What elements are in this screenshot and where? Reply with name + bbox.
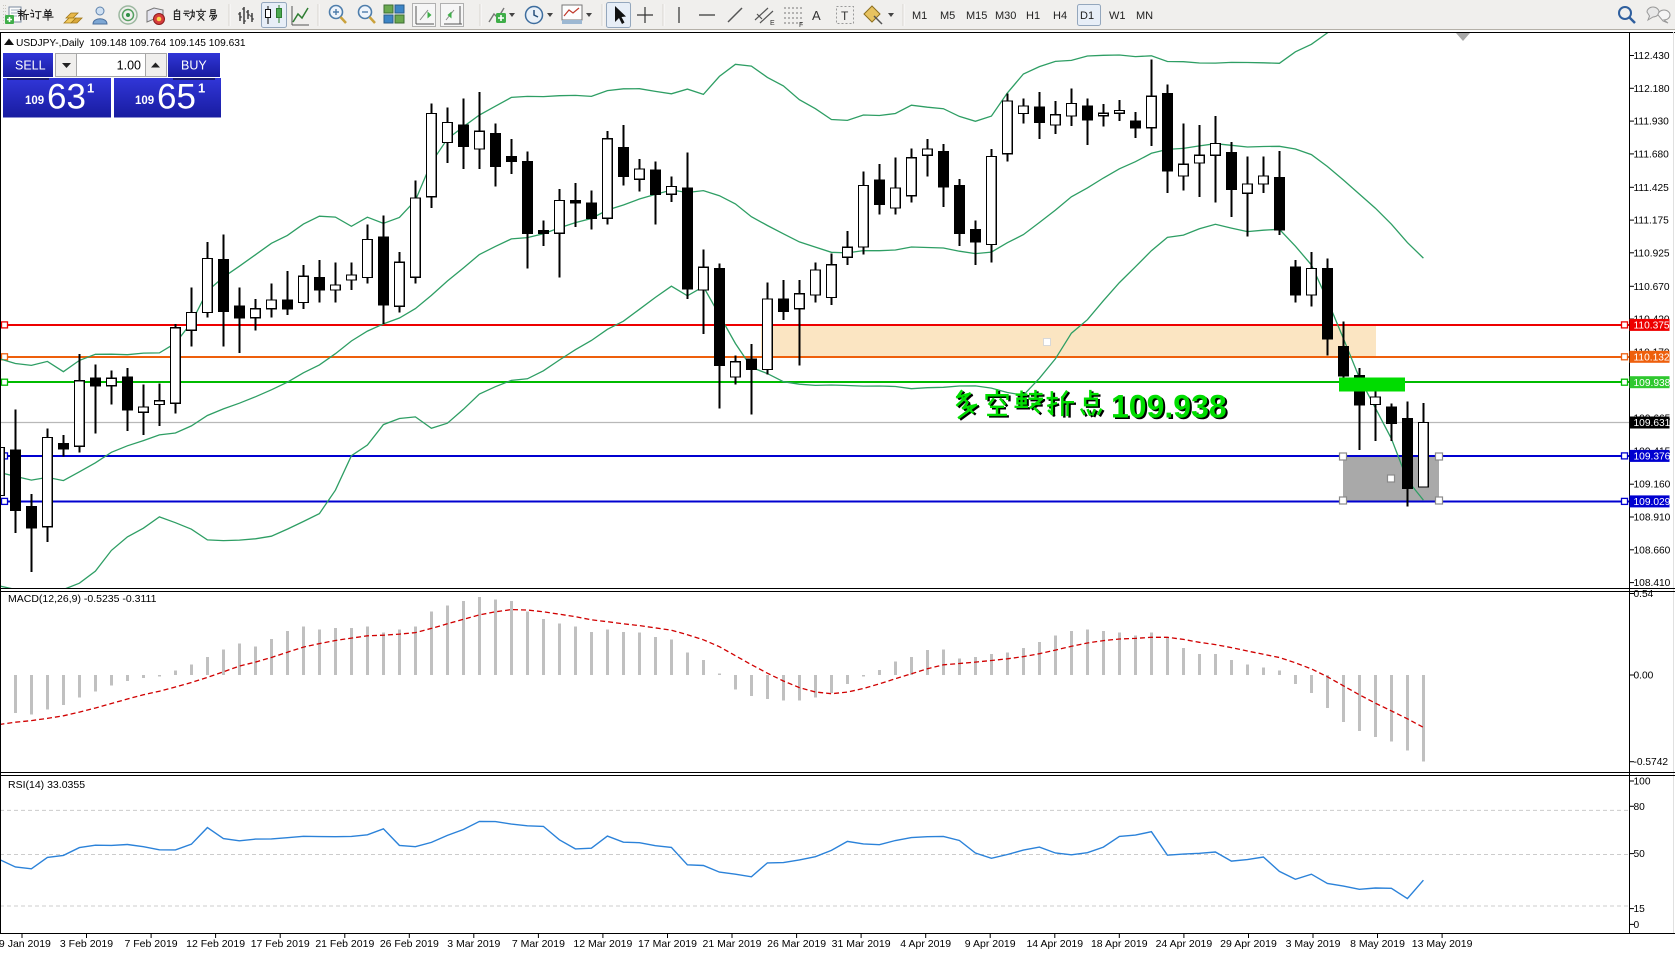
svg-text:24 Apr 2019: 24 Apr 2019 — [1156, 938, 1213, 950]
svg-text:50: 50 — [1634, 849, 1646, 860]
svg-text:109: 109 — [135, 95, 154, 107]
svg-text:W1: W1 — [1109, 10, 1126, 22]
svg-text:T: T — [841, 9, 849, 23]
svg-text:31 Mar 2019: 31 Mar 2019 — [832, 938, 891, 950]
svg-text:21 Mar 2019: 21 Mar 2019 — [703, 938, 762, 950]
svg-text:BUY: BUY — [181, 59, 207, 73]
svg-text:1.00: 1.00 — [117, 59, 141, 73]
svg-text:109: 109 — [25, 95, 44, 107]
svg-text:9 Apr 2019: 9 Apr 2019 — [965, 938, 1016, 950]
svg-text:3 May 2019: 3 May 2019 — [1286, 938, 1341, 950]
svg-text:26 Mar 2019: 26 Mar 2019 — [767, 938, 826, 950]
svg-text:65: 65 — [157, 78, 196, 117]
svg-text:M30: M30 — [995, 10, 1016, 22]
svg-text:13 May 2019: 13 May 2019 — [1412, 938, 1473, 950]
svg-text:108.660: 108.660 — [1634, 545, 1671, 556]
svg-text:M1: M1 — [912, 10, 927, 22]
svg-text:H4: H4 — [1053, 10, 1067, 22]
svg-text:7 Mar 2019: 7 Mar 2019 — [512, 938, 565, 950]
svg-text:4 Apr 2019: 4 Apr 2019 — [900, 938, 951, 950]
svg-text:RSI(14) 33.0355: RSI(14) 33.0355 — [8, 779, 85, 791]
svg-text:109.938: 109.938 — [1111, 389, 1227, 425]
svg-text:M15: M15 — [966, 10, 987, 22]
svg-text:SELL: SELL — [15, 59, 46, 73]
svg-text:12 Mar 2019: 12 Mar 2019 — [573, 938, 632, 950]
svg-text:108.410: 108.410 — [1634, 578, 1671, 589]
svg-text:21 Feb 2019: 21 Feb 2019 — [315, 938, 374, 950]
svg-text:0.54: 0.54 — [1634, 589, 1654, 600]
svg-text:111.930: 111.930 — [1634, 117, 1670, 128]
svg-text:112.180: 112.180 — [1634, 84, 1670, 95]
svg-text:0: 0 — [1634, 920, 1640, 931]
svg-text:15: 15 — [1634, 904, 1646, 915]
svg-text:USDJPY-,Daily 109.148 109.764: USDJPY-,Daily 109.148 109.764 109.145 10… — [16, 38, 246, 49]
svg-text:63: 63 — [47, 78, 86, 117]
svg-text:100: 100 — [1634, 777, 1651, 788]
svg-text:D1: D1 — [1080, 10, 1094, 22]
svg-text:M5: M5 — [940, 10, 955, 22]
svg-text:1: 1 — [198, 81, 205, 96]
svg-text:109.938: 109.938 — [1113, 390, 1229, 426]
svg-text:A: A — [812, 8, 821, 23]
svg-text:12 Feb 2019: 12 Feb 2019 — [186, 938, 245, 950]
svg-text:109.938: 109.938 — [1634, 378, 1671, 389]
svg-text:108.910: 108.910 — [1634, 513, 1671, 524]
svg-text:8 May 2019: 8 May 2019 — [1350, 938, 1405, 950]
svg-text:26 Feb 2019: 26 Feb 2019 — [380, 938, 439, 950]
svg-text:109.631: 109.631 — [1634, 418, 1671, 429]
svg-text:111.175: 111.175 — [1634, 216, 1670, 227]
svg-text:1: 1 — [87, 81, 94, 96]
svg-text:H1: H1 — [1026, 10, 1040, 22]
svg-text:E: E — [770, 20, 775, 27]
svg-text:111.680: 111.680 — [1634, 149, 1670, 160]
svg-text:MN: MN — [1136, 10, 1153, 22]
svg-text:0.00: 0.00 — [1634, 671, 1654, 682]
svg-text:112.430: 112.430 — [1634, 51, 1670, 62]
svg-text:29 Apr 2019: 29 Apr 2019 — [1220, 938, 1277, 950]
svg-text:14 Apr 2019: 14 Apr 2019 — [1026, 938, 1083, 950]
svg-text:3 Mar 2019: 3 Mar 2019 — [447, 938, 500, 950]
svg-text:18 Apr 2019: 18 Apr 2019 — [1091, 938, 1148, 950]
svg-text:109.029: 109.029 — [1634, 497, 1671, 508]
svg-text:7 Feb 2019: 7 Feb 2019 — [125, 938, 178, 950]
svg-text:110.925: 110.925 — [1634, 248, 1670, 259]
svg-text:F: F — [799, 22, 803, 29]
svg-text:109.160: 109.160 — [1634, 480, 1671, 491]
svg-text:109.376: 109.376 — [1634, 452, 1671, 463]
svg-text:111.425: 111.425 — [1634, 183, 1670, 194]
svg-text:29 Jan 2019: 29 Jan 2019 — [0, 938, 51, 950]
svg-text:MACD(12,26,9) -0.5235 -0.3111: MACD(12,26,9) -0.5235 -0.3111 — [8, 593, 157, 605]
svg-text:80: 80 — [1634, 802, 1646, 813]
svg-text:110.132: 110.132 — [1634, 352, 1670, 363]
svg-text:3 Feb 2019: 3 Feb 2019 — [60, 938, 113, 950]
svg-text:17 Feb 2019: 17 Feb 2019 — [251, 938, 310, 950]
svg-text:110.670: 110.670 — [1634, 282, 1670, 293]
svg-text:-0.5742: -0.5742 — [1634, 757, 1669, 768]
svg-text:17 Mar 2019: 17 Mar 2019 — [638, 938, 697, 950]
svg-text:110.375: 110.375 — [1634, 321, 1670, 332]
